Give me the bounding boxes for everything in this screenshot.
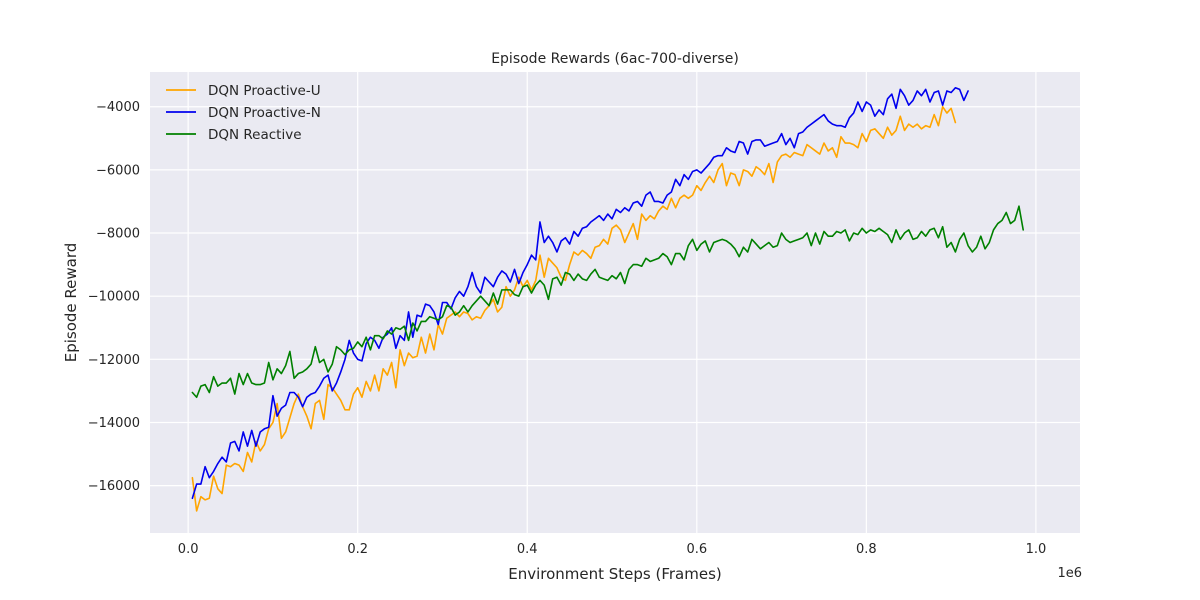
y-tick-label: −10000: [88, 290, 140, 305]
tick-labels: 0.0 0.2 0.4 0.6 0.8 1.0 −16000 −14000 −12000 −100…: [88, 100, 1047, 557]
chart-title: Episode Rewards (6ac-700-diverse): [491, 51, 739, 67]
x-tick-label: 0.2: [347, 542, 368, 557]
series-line-dqn-proactive-n: [191, 86, 969, 500]
series-line-dqn-proactive-u: [191, 105, 957, 512]
y-tick-label: −12000: [88, 353, 140, 368]
x-axis-label: Environment Steps (Frames): [508, 565, 722, 583]
y-axis-label: Episode Reward: [62, 243, 80, 363]
y-tick-label: −14000: [88, 416, 140, 431]
x-tick-label: 0.0: [178, 542, 199, 557]
y-tick-label: −4000: [96, 100, 140, 115]
y-tick-label: −16000: [88, 479, 140, 494]
legend-label-dqn-proactive-u: DQN Proactive-U: [208, 83, 321, 99]
plot-area: [150, 72, 1080, 533]
x-tick-label: 1.0: [1026, 542, 1047, 557]
y-tick-label: −6000: [96, 163, 140, 178]
legend-label-dqn-proactive-n: DQN Proactive-N: [208, 105, 321, 121]
x-tick-label: 0.6: [686, 542, 707, 557]
grid-lines: [150, 72, 1080, 533]
series-layer: [191, 86, 1025, 512]
legend-label-dqn-reactive: DQN Reactive: [208, 127, 302, 143]
legend: DQN Proactive-U DQN Proactive-N DQN Reacti…: [166, 83, 321, 143]
x-tick-label: 0.8: [856, 542, 877, 557]
x-tick-label: 0.4: [517, 542, 538, 557]
x-axis-offset-label: 1e6: [1057, 566, 1082, 581]
series-line-dqn-reactive: [191, 205, 1025, 399]
y-tick-label: −8000: [96, 227, 140, 242]
